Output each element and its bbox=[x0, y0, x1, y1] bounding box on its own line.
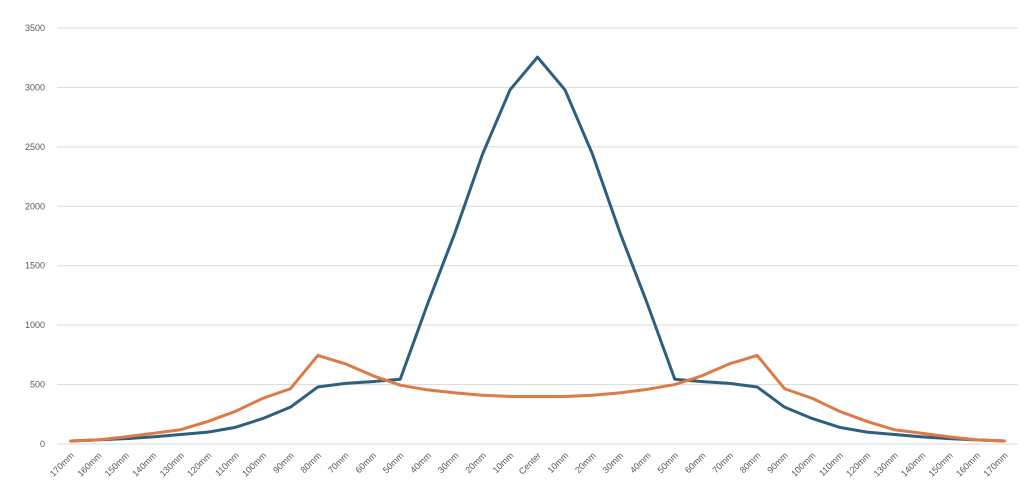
series-lines bbox=[69, 55, 1006, 443]
x-tick-label: 80mm bbox=[738, 450, 763, 475]
x-tick-label: 10mm bbox=[491, 450, 516, 475]
series-line-1 bbox=[69, 55, 1006, 443]
y-tick-label: 1500 bbox=[25, 261, 45, 271]
x-tick-label: 40mm bbox=[628, 450, 653, 475]
y-tick-label: 2000 bbox=[25, 201, 45, 211]
x-tick-label: 140mm bbox=[899, 450, 927, 478]
x-tick-label: 50mm bbox=[655, 450, 680, 475]
x-tick-label: 130mm bbox=[872, 450, 900, 478]
x-tick-label: 30mm bbox=[436, 450, 461, 475]
x-tick-label: 70mm bbox=[326, 450, 351, 475]
x-tick-label: 60mm bbox=[353, 450, 378, 475]
x-tick-label: 80mm bbox=[298, 450, 323, 475]
x-tick-label: 20mm bbox=[463, 450, 488, 475]
x-tick-label: 30mm bbox=[601, 450, 626, 475]
x-tick-label: 90mm bbox=[765, 450, 790, 475]
x-tick-label: 90mm bbox=[271, 450, 296, 475]
series-line-2 bbox=[69, 353, 1006, 443]
x-tick-label: 120mm bbox=[185, 450, 213, 478]
x-tick-label: 110mm bbox=[213, 450, 241, 478]
y-tick-label: 0 bbox=[40, 439, 45, 449]
x-tick-label: 60mm bbox=[683, 450, 708, 475]
x-tick-label: 150mm bbox=[103, 450, 131, 478]
x-tick-label: 160mm bbox=[75, 450, 103, 478]
x-tick-label: 160mm bbox=[954, 450, 982, 478]
x-tick-label: 50mm bbox=[381, 450, 406, 475]
x-tick-label: 140mm bbox=[130, 450, 158, 478]
y-tick-label: 1000 bbox=[25, 320, 45, 330]
y-tick-label: 3500 bbox=[25, 23, 45, 33]
x-tick-label: 100mm bbox=[789, 450, 817, 478]
x-tick-label: 130mm bbox=[158, 450, 186, 478]
x-tick-label: 20mm bbox=[573, 450, 598, 475]
gridlines bbox=[57, 27, 1018, 445]
x-tick-label: Center bbox=[517, 450, 543, 476]
x-tick-label: 120mm bbox=[844, 450, 872, 478]
x-axis-ticks: 170mm 160mm 150mm 140mm 130mm 120mm 110mm 100mm… bbox=[48, 450, 1010, 478]
x-tick-label: 150mm bbox=[926, 450, 954, 478]
x-tick-label: 170mm bbox=[981, 450, 1009, 478]
y-tick-label: 2500 bbox=[25, 142, 45, 152]
x-tick-label: 10mm bbox=[546, 450, 571, 475]
y-axis-ticks: 0 500 1000 1500 2000 2500 3000 3500 bbox=[25, 23, 45, 449]
x-tick-label: 40mm bbox=[408, 450, 433, 475]
x-tick-label: 70mm bbox=[710, 450, 735, 475]
x-tick-label: 100mm bbox=[240, 450, 268, 478]
y-tick-label: 3000 bbox=[25, 82, 45, 92]
x-tick-label: 170mm bbox=[48, 450, 76, 478]
x-tick-label: 110mm bbox=[817, 450, 845, 478]
y-tick-label: 500 bbox=[30, 380, 45, 390]
